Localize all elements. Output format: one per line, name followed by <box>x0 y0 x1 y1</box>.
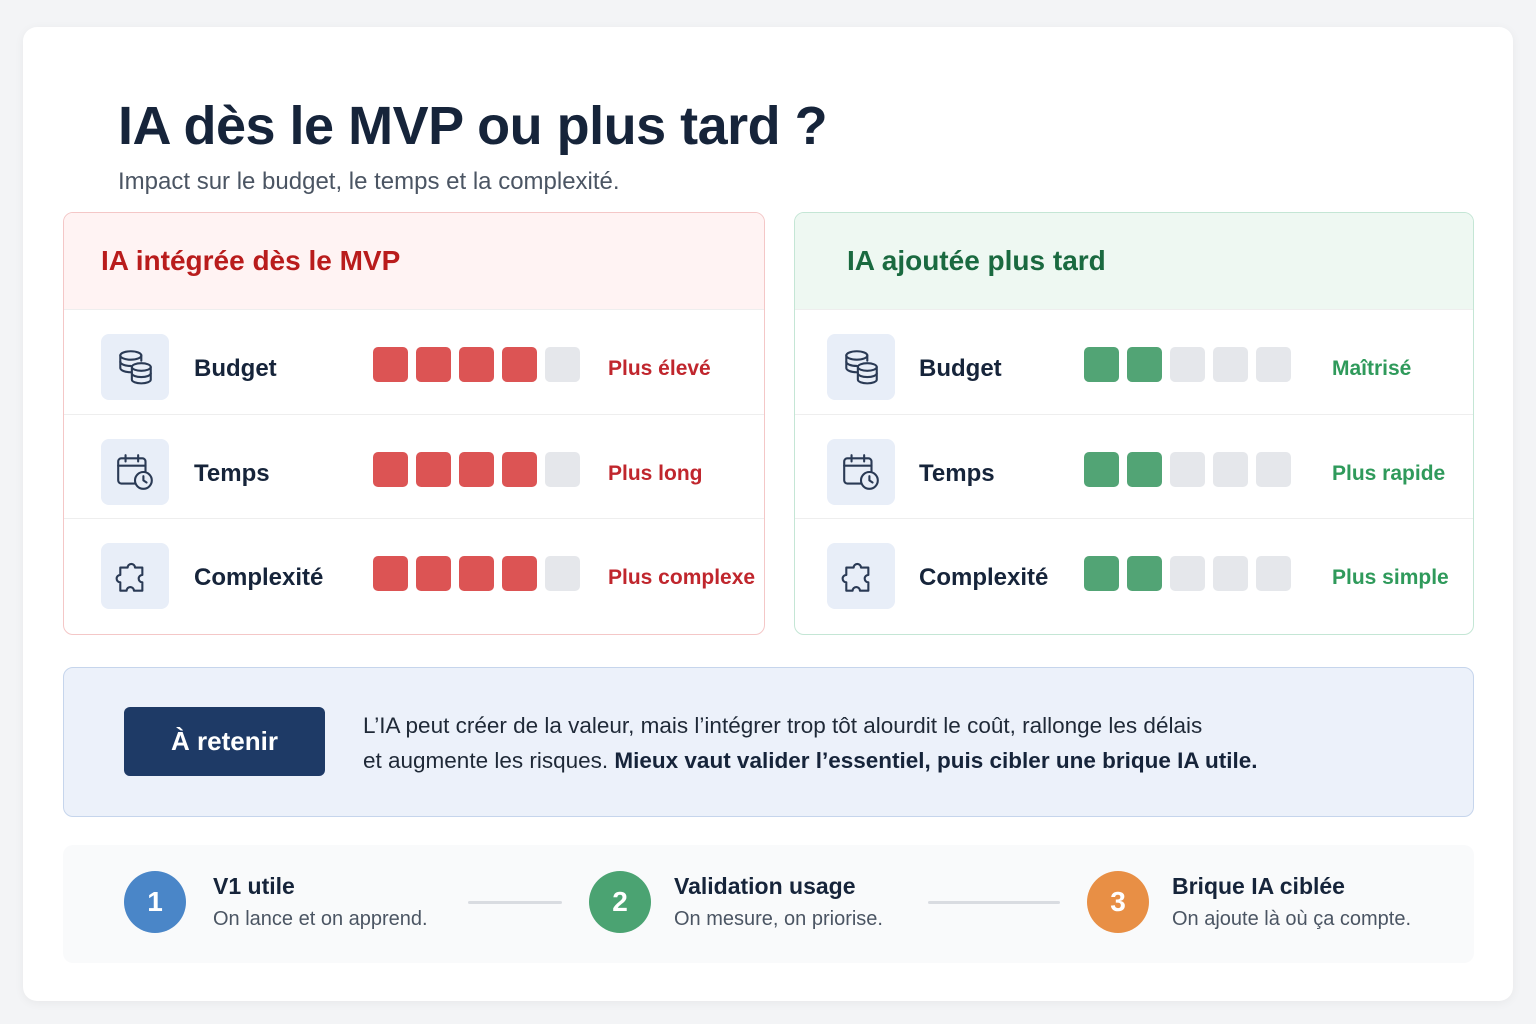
level-indicator <box>1084 347 1291 382</box>
panel-later-title: IA ajoutée plus tard <box>795 213 1473 309</box>
coins-icon <box>101 334 169 400</box>
level-square-empty <box>1213 451 1248 487</box>
row-label: Budget <box>919 355 1002 382</box>
steps-timeline: 1 V1 utile On lance et on apprend. 2 Val… <box>63 845 1474 963</box>
takeaway-button[interactable]: À retenir <box>124 707 325 776</box>
panel-later: IA ajoutée plus tard Budget Maîtrisé Tem… <box>794 212 1474 635</box>
level-indicator <box>1084 556 1291 591</box>
step-description: On ajoute là où ça compte. <box>1172 908 1412 930</box>
step-title: Validation usage <box>674 873 856 899</box>
level-square-empty <box>545 451 580 487</box>
takeaway-text: L’IA peut créer de la valeur, mais l’int… <box>363 708 1423 778</box>
coins-icon <box>827 334 895 400</box>
calendar-clock-icon <box>827 438 895 505</box>
panel-mvp-row-temps: Temps Plus long <box>64 413 764 519</box>
panel-mvp: IA intégrée dès le MVP Budget Plus élevé… <box>63 212 765 635</box>
level-square-filled <box>1127 556 1162 591</box>
row-label: Complexité <box>919 564 1049 591</box>
level-square-filled <box>416 556 451 591</box>
level-indicator <box>373 556 580 591</box>
level-square-empty <box>1256 556 1291 591</box>
level-square-filled <box>502 451 537 487</box>
level-square-empty <box>1213 347 1248 382</box>
step-number-badge: 1 <box>124 871 186 933</box>
level-square-filled <box>459 451 494 487</box>
level-square-filled <box>1127 451 1162 487</box>
level-square-filled <box>1127 347 1162 382</box>
row-label: Complexité <box>194 564 324 591</box>
takeaway-line2-plain: et augmente les risques. <box>363 748 609 773</box>
row-status: Plus complexe <box>608 566 756 589</box>
row-status: Plus long <box>608 461 703 485</box>
level-square-empty <box>545 556 580 591</box>
row-status: Maîtrisé <box>1332 357 1412 380</box>
level-square-filled <box>1084 451 1119 487</box>
puzzle-icon <box>827 543 895 609</box>
panel-later-row-budget: Budget Maîtrisé <box>795 309 1473 414</box>
level-square-empty <box>1256 451 1291 487</box>
step-connector <box>468 901 562 904</box>
page-subtitle: Impact sur le budget, le temps et la com… <box>118 168 620 195</box>
level-square-filled <box>1084 347 1119 382</box>
step-title: Brique IA ciblée <box>1172 873 1345 899</box>
row-status: Plus élevé <box>608 357 711 380</box>
row-label: Temps <box>919 459 995 487</box>
level-square-filled <box>459 556 494 591</box>
level-square-filled <box>416 451 451 487</box>
level-square-filled <box>502 347 537 382</box>
level-square-filled <box>373 556 408 591</box>
step-title: V1 utile <box>213 873 295 899</box>
step-description: On lance et on apprend. <box>213 908 428 930</box>
level-indicator <box>373 347 580 382</box>
calendar-clock-icon <box>101 438 169 505</box>
takeaway-banner: À retenir L’IA peut créer de la valeur, … <box>63 667 1474 817</box>
level-indicator <box>1084 451 1291 487</box>
level-square-empty <box>1213 556 1248 591</box>
level-square-empty <box>1256 347 1291 382</box>
level-indicator <box>373 451 580 487</box>
step-number-badge: 3 <box>1087 871 1149 933</box>
level-square-empty <box>545 347 580 382</box>
level-square-filled <box>373 451 408 487</box>
level-square-empty <box>1170 556 1205 591</box>
panel-mvp-title: IA intégrée dès le MVP <box>64 213 764 309</box>
panel-mvp-row-complexite: Complexité Plus complexe <box>64 518 764 623</box>
panel-later-row-temps: Temps Plus rapide <box>795 413 1473 519</box>
row-label: Temps <box>194 459 270 487</box>
step-description: On mesure, on priorise. <box>674 908 883 930</box>
row-status: Plus rapide <box>1332 461 1446 485</box>
level-square-filled <box>459 347 494 382</box>
page-title: IA dès le MVP ou plus tard ? <box>118 96 828 156</box>
level-square-filled <box>1084 556 1119 591</box>
row-status: Plus simple <box>1332 566 1449 589</box>
step-number-badge: 2 <box>589 871 651 933</box>
level-square-filled <box>373 347 408 382</box>
puzzle-icon <box>101 543 169 609</box>
takeaway-line2-bold: Mieux vaut valider l’essentiel, puis cib… <box>614 748 1258 773</box>
level-square-empty <box>1170 451 1205 487</box>
takeaway-line1: L’IA peut créer de la valeur, mais l’int… <box>363 713 1203 738</box>
level-square-filled <box>502 556 537 591</box>
level-square-filled <box>416 347 451 382</box>
panel-mvp-row-budget: Budget Plus élevé <box>64 309 764 414</box>
panel-later-row-complexite: Complexité Plus simple <box>795 518 1473 623</box>
level-square-empty <box>1170 347 1205 382</box>
row-label: Budget <box>194 355 277 382</box>
step-connector <box>928 901 1060 904</box>
